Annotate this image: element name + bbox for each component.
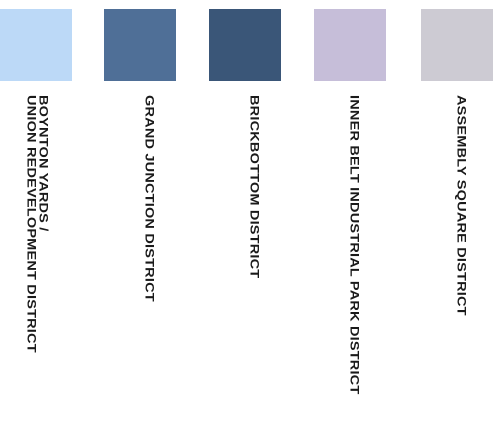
color-swatch	[104, 9, 176, 81]
legend-item-assembly-square: ASSEMBLY SQUARE DISTRICT	[421, 9, 493, 448]
legend-label: INNER BELT INDUSTRIAL PARK DISTRICT	[347, 95, 361, 395]
legend-label: ASSEMBLY SQUARE DISTRICT	[454, 95, 468, 316]
legend-item-brickbottom: BRICKBOTTOM DISTRICT	[209, 9, 281, 448]
legend-label: BOYNTON YARDS / UNION REDEVELOPMENT DIST…	[24, 95, 50, 353]
color-swatch	[209, 9, 281, 81]
legend-item-boynton-yards: BOYNTON YARDS / UNION REDEVELOPMENT DIST…	[0, 9, 72, 448]
color-swatch	[421, 9, 493, 81]
color-swatch	[314, 9, 386, 81]
color-swatch	[0, 9, 72, 81]
legend-item-inner-belt: INNER BELT INDUSTRIAL PARK DISTRICT	[314, 9, 386, 448]
legend-label: BRICKBOTTOM DISTRICT	[247, 95, 261, 279]
legend-item-grand-junction: GRAND JUNCTION DISTRICT	[104, 9, 176, 448]
legend-label: GRAND JUNCTION DISTRICT	[142, 95, 156, 302]
